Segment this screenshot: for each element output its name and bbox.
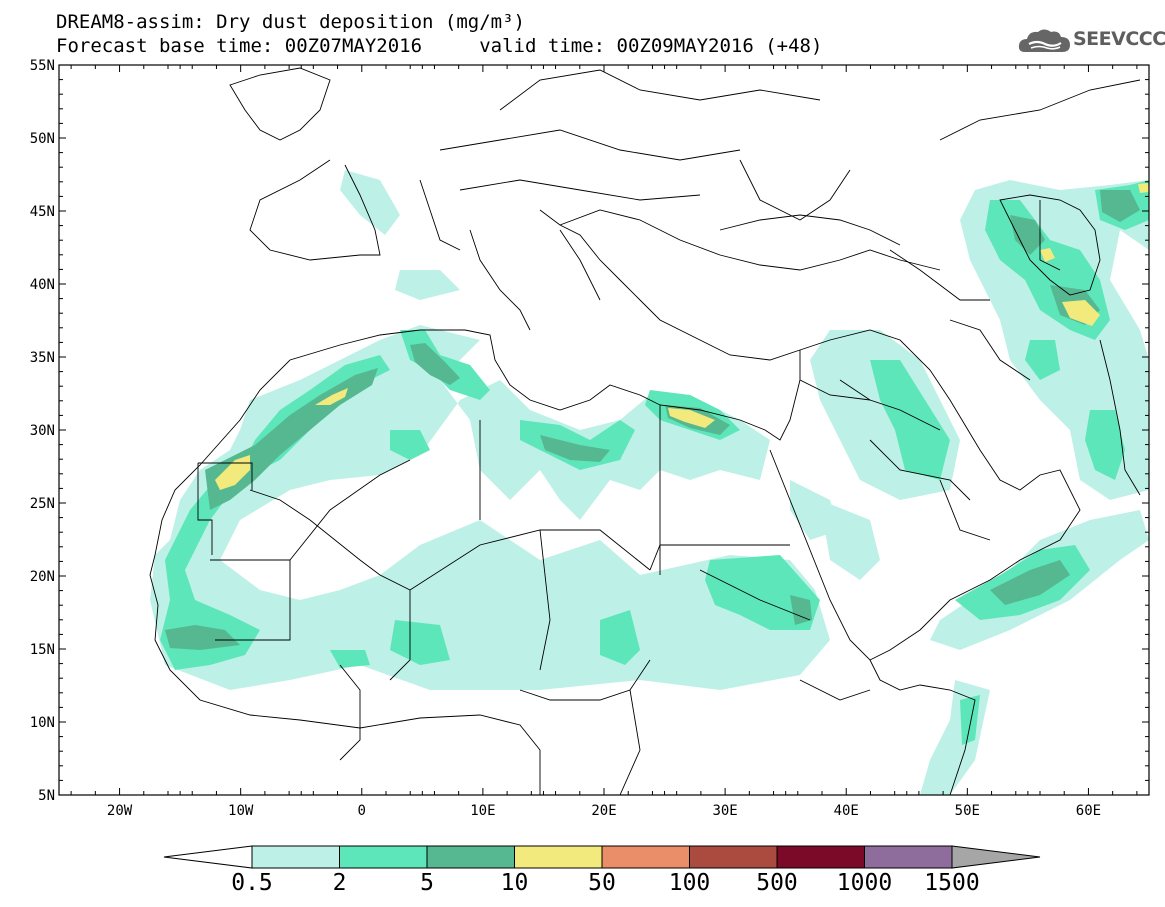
legend-label: 0.5 (231, 870, 273, 896)
lon-tick-label: 10E (470, 803, 495, 819)
legend-label: 2 (333, 870, 347, 896)
legend-swatch (251, 845, 340, 869)
legend-min-arrow (163, 845, 253, 869)
lat-tick-label: 55N (30, 58, 55, 74)
lon-tick-label: 20W (107, 803, 133, 819)
legend-label: 10 (501, 870, 529, 896)
lat-tick-label: 5N (38, 788, 55, 804)
lat-tick-label: 15N (30, 642, 55, 658)
lon-tick-label: 40E (834, 803, 859, 819)
legend-max-arrow (951, 845, 1041, 869)
lon-tick-label: 60E (1076, 803, 1101, 819)
lat-tick-label: 10N (30, 715, 55, 731)
legend-label: 1000 (837, 870, 892, 896)
lat-tick-label: 30N (30, 423, 55, 439)
lat-tick-label: 50N (30, 131, 55, 147)
legend-swatch (339, 845, 428, 869)
lon-tick-label: 0 (358, 803, 366, 819)
legend-swatch (864, 845, 953, 869)
cloud-icon (1018, 29, 1070, 52)
legend-swatch (689, 845, 778, 869)
lat-tick-label: 45N (30, 204, 55, 220)
lon-tick-label: 10W (228, 803, 254, 819)
country-borders (149, 67, 1141, 795)
map-title: DREAM8-assim: Dry dust deposition (mg/m³… (56, 11, 525, 33)
seevccc-logo: SEEVCCC (1017, 26, 1165, 56)
legend-swatch (426, 845, 515, 869)
lon-tick-label: 30E (712, 803, 737, 819)
legend-label: 100 (669, 870, 711, 896)
legend-swatch (601, 845, 690, 869)
lon-tick-label: 50E (955, 803, 980, 819)
logo-text: SEEVCCC (1073, 28, 1165, 50)
lat-tick-label: 35N (30, 350, 55, 366)
legend-label: 500 (756, 870, 798, 896)
forecast-time-line: Forecast base time: 00Z07MAY2016 valid t… (56, 35, 823, 57)
map-axes: 55N 50N 45N 40N 35N 30N 25N 20N 15N 10N 5N 20W 10W 0 1… (30, 58, 1150, 819)
lat-tick-label: 25N (30, 496, 55, 512)
lat-tick-label: 40N (30, 277, 55, 293)
legend-swatch (514, 845, 603, 869)
color-legend: 0.5 2 5 10 50 100 500 1000 1500 (163, 845, 1041, 896)
legend-label: 5 (420, 870, 434, 896)
legend-label: 1500 (924, 870, 979, 896)
lat-tick-label: 20N (30, 569, 55, 585)
lon-tick-label: 20E (591, 803, 616, 819)
legend-swatch (776, 845, 865, 869)
legend-label: 50 (588, 870, 616, 896)
dust-deposition-field (150, 170, 1149, 795)
